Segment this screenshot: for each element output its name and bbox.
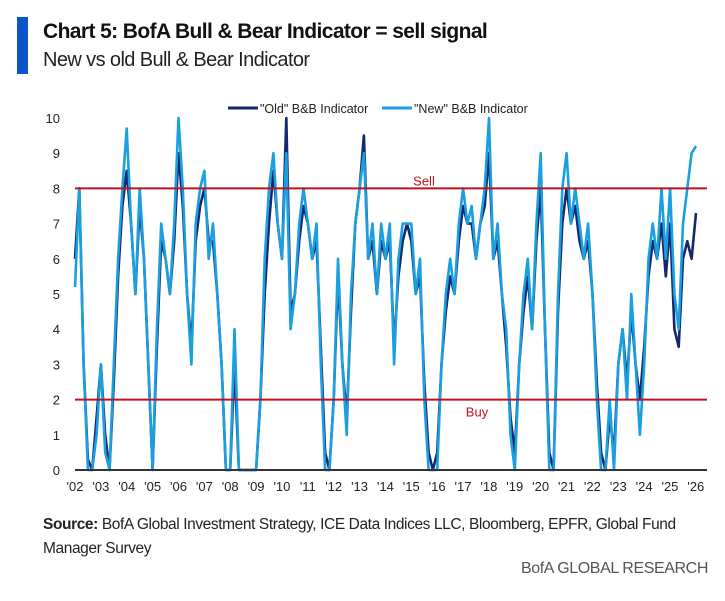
- x-tick-label: '05: [144, 479, 161, 494]
- x-tick-label: '02: [67, 479, 84, 494]
- y-tick-label: 3: [53, 357, 60, 372]
- brand-label: BofA GLOBAL RESEARCH: [520, 560, 708, 577]
- x-tick-label: '17: [455, 479, 472, 494]
- x-tick-label: '07: [196, 479, 213, 494]
- chart-title: Chart 5: BofA Bull & Bear Indicator = se…: [43, 20, 488, 43]
- x-tick-label: '13: [351, 479, 368, 494]
- x-tick-label: '23: [610, 479, 627, 494]
- sell-label: Sell: [413, 173, 435, 188]
- y-tick-label: 6: [53, 252, 60, 267]
- legend-new-label: "New" B&B Indicator: [414, 102, 528, 116]
- x-tick-label: '14: [377, 479, 394, 494]
- x-tick-label: '24: [636, 479, 653, 494]
- y-axis: 0 1 2 3 4 5 6 7 8 9 10: [46, 111, 60, 478]
- chart-subtitle: New vs old Bull & Bear Indicator: [43, 49, 310, 71]
- source-label: Source:: [43, 516, 98, 533]
- x-tick-label: '22: [584, 479, 601, 494]
- y-tick-label: 7: [53, 217, 60, 232]
- legend: "Old" B&B Indicator "New" B&B Indicator: [228, 102, 528, 116]
- y-tick-label: 0: [53, 463, 60, 478]
- x-tick-label: '10: [273, 479, 290, 494]
- x-tick-label: '18: [480, 479, 497, 494]
- x-tick-label: '11: [300, 479, 316, 494]
- x-tick-label: '21: [558, 479, 575, 494]
- y-tick-label: 2: [53, 393, 60, 408]
- y-tick-label: 9: [53, 146, 60, 161]
- x-tick-label: '12: [325, 479, 342, 494]
- x-tick-label: '04: [118, 479, 135, 494]
- x-tick-label: '03: [92, 479, 109, 494]
- y-tick-label: 5: [53, 287, 60, 302]
- x-axis: '02 '03 '04 '05 '06 '07 '08 '09 '10 '11 '12 '13 '14 '…: [67, 479, 705, 494]
- x-tick-label: '08: [222, 479, 239, 494]
- x-tick-label: '16: [429, 479, 446, 494]
- x-tick-label: '25: [661, 479, 678, 494]
- title-accent-bar: [17, 17, 28, 74]
- x-tick-label: '26: [687, 479, 704, 494]
- x-tick-label: '19: [506, 479, 523, 494]
- x-tick-label: '15: [403, 479, 420, 494]
- buy-label: Buy: [466, 405, 489, 420]
- x-tick-label: '20: [532, 479, 549, 494]
- legend-old-label: "Old" B&B Indicator: [260, 102, 368, 116]
- y-tick-label: 8: [53, 181, 60, 196]
- reference-lines: Sell Buy: [75, 173, 707, 420]
- chart: "Old" B&B Indicator "New" B&B Indicator …: [46, 102, 707, 494]
- source-note: Source: BofA Global Investment Strategy,…: [43, 513, 703, 561]
- y-tick-label: 1: [53, 428, 60, 443]
- series-old-line: [73, 116, 698, 472]
- series-new-line: [73, 116, 698, 472]
- source-text: BofA Global Investment Strategy, ICE Dat…: [43, 516, 676, 557]
- x-tick-label: '09: [248, 479, 265, 494]
- x-tick-label: '06: [170, 479, 187, 494]
- series-group: [73, 116, 698, 472]
- y-tick-label: 10: [46, 111, 60, 126]
- y-tick-label: 4: [53, 322, 60, 337]
